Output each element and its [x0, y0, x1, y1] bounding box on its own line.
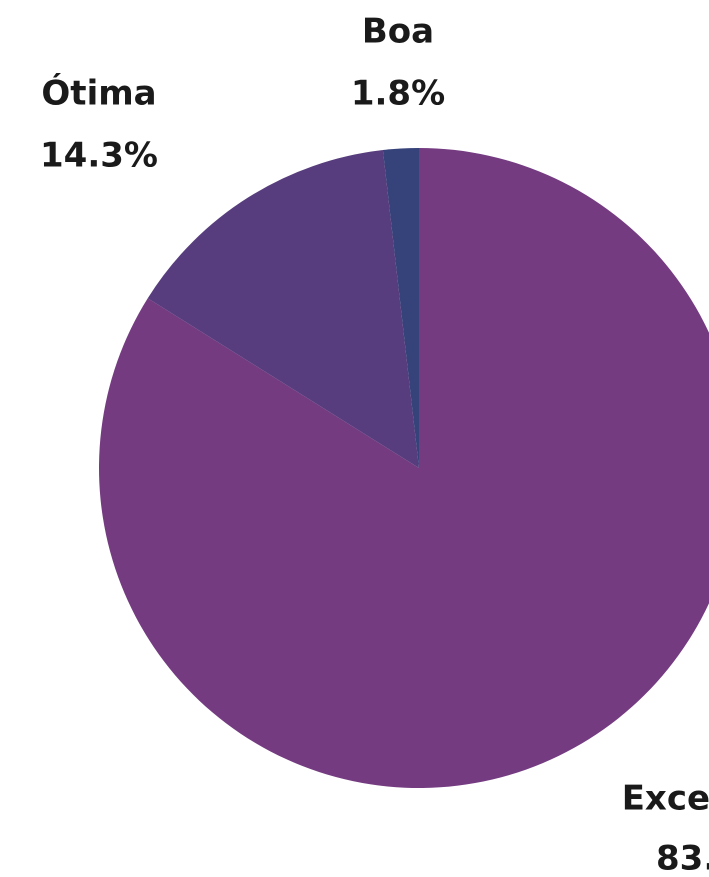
slice-label: Excelente: [622, 779, 709, 819]
pie-slice: [147, 150, 420, 469]
slice-value-label: 83.9%: [656, 839, 709, 877]
slice-label: Ótima: [41, 73, 156, 114]
pie-slice: [382, 148, 419, 468]
slice-value-label: 14.3%: [40, 136, 158, 176]
pie-slice: [99, 148, 709, 788]
slice-label: Boa: [362, 12, 434, 52]
slice-value-label: 1.8%: [351, 74, 445, 114]
